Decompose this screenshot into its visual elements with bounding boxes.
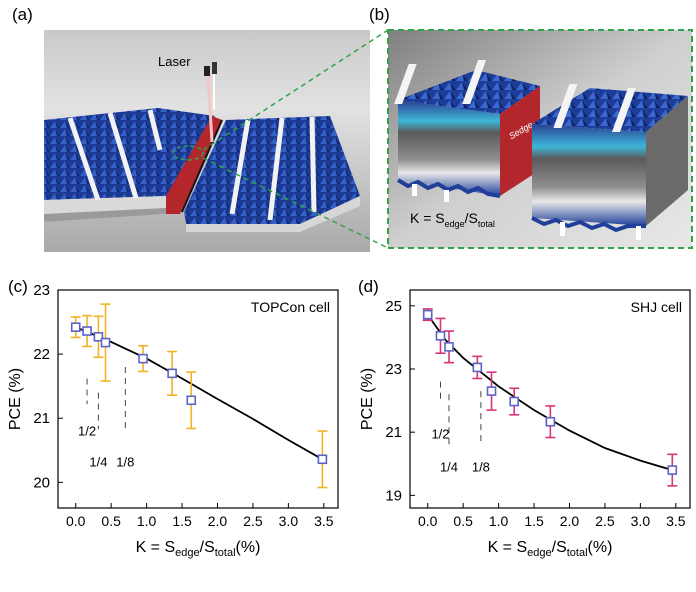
data-point [667, 465, 678, 475]
annotation-label: 1/4 [440, 460, 458, 475]
x-tick-label: 1.5 [524, 513, 544, 529]
data-point [422, 309, 433, 320]
cut-edge [166, 116, 222, 214]
annotation-label: 1/8 [472, 460, 490, 475]
x-tick-label: 1.0 [137, 513, 157, 529]
cell-block-left [394, 60, 540, 202]
chart-title: TOPCon cell [251, 299, 330, 315]
y-tick-label: 22 [33, 346, 50, 363]
laser-head-icon [204, 66, 210, 76]
chart-title: SHJ cell [631, 299, 682, 315]
data-point [167, 368, 177, 379]
y-tick-label: 21 [33, 410, 50, 427]
x-tick-label: 2.0 [208, 513, 228, 529]
data-point [486, 386, 497, 396]
y-tick-label: 19 [385, 487, 402, 504]
x-tick-label: 0.5 [453, 513, 473, 529]
annotation-label: 1/8 [116, 454, 134, 469]
laser [204, 62, 217, 143]
data-point [435, 331, 446, 341]
fit-curve [426, 314, 673, 471]
x-axis-label: K = Sedge/Stotal(%) [136, 539, 261, 559]
panel-label-b: (b) [369, 5, 390, 24]
x-tick-label: 2.5 [243, 513, 263, 529]
x-tick-label: 1.0 [489, 513, 509, 529]
y-tick-label: 20 [33, 474, 50, 491]
panel-label-c: (c) [8, 277, 28, 296]
x-tick-label: 3.0 [631, 513, 651, 529]
data-point [186, 395, 197, 406]
x-tick-label: 3.5 [314, 513, 334, 529]
y-tick-label: 23 [385, 361, 402, 378]
cell-block-right [531, 84, 688, 240]
laser-label: Laser [158, 54, 191, 69]
data-point [82, 326, 92, 336]
panel-b: Sedge K = Sedge/Stotal [387, 29, 693, 249]
data-point [317, 454, 328, 465]
y-axis-label: PCE (%) [7, 368, 24, 430]
y-tick-label: 25 [385, 298, 402, 315]
x-tick-label: 2.5 [595, 513, 615, 529]
x-tick-label: 0.0 [66, 513, 86, 529]
panel-b-frame [387, 29, 693, 249]
x-tick-label: 2.0 [560, 513, 580, 529]
data-point [545, 416, 556, 427]
k-formula: K = Sedge/Stotal [410, 210, 495, 229]
panel-label-a: (a) [12, 5, 33, 24]
annotation-label: 1/2 [431, 426, 449, 441]
annotation-label: 1/2 [78, 424, 96, 439]
chart-topcon: 0.0 0.5 1.0 1.5 2.0 2.5 3.0 3.5 20 21 22 23 PCE (%) K… [7, 282, 339, 559]
solar-cell-right [181, 116, 360, 232]
zoom-region [172, 145, 204, 161]
panel-a: Laser [44, 29, 389, 252]
edge-face [500, 86, 540, 196]
x-tick-label: 1.5 [172, 513, 192, 529]
data-point [444, 342, 454, 352]
x-axis-label: K = Sedge/Stotal(%) [488, 539, 613, 559]
solar-cell-left [44, 108, 215, 222]
y-axis-label: PCE (%) [359, 368, 376, 430]
data-point [93, 332, 104, 342]
x-tick-label: 0.0 [418, 513, 438, 529]
data-point [70, 322, 81, 332]
data-point [138, 353, 148, 364]
x-tick-label: 3.0 [279, 513, 299, 529]
fit-curve [75, 326, 323, 461]
annotation-label: 1/4 [89, 454, 107, 469]
y-tick-label: 21 [385, 424, 402, 441]
data-point [509, 396, 520, 407]
y-tick-label: 23 [33, 282, 50, 299]
x-tick-label: 3.5 [666, 513, 686, 529]
zoom-guide-top [202, 29, 389, 151]
plot-frame [409, 289, 691, 509]
panel-label-d: (d) [358, 277, 379, 296]
data-point [100, 337, 111, 348]
chart-shj: 0.0 0.5 1.0 1.5 2.0 2.5 3.0 3.5 19 21 23 25 PCE (%) K… [359, 289, 691, 559]
data-point [472, 362, 483, 373]
x-tick-label: 0.5 [101, 513, 121, 529]
zoom-guide-bottom [202, 157, 389, 249]
plot-frame [57, 289, 339, 509]
